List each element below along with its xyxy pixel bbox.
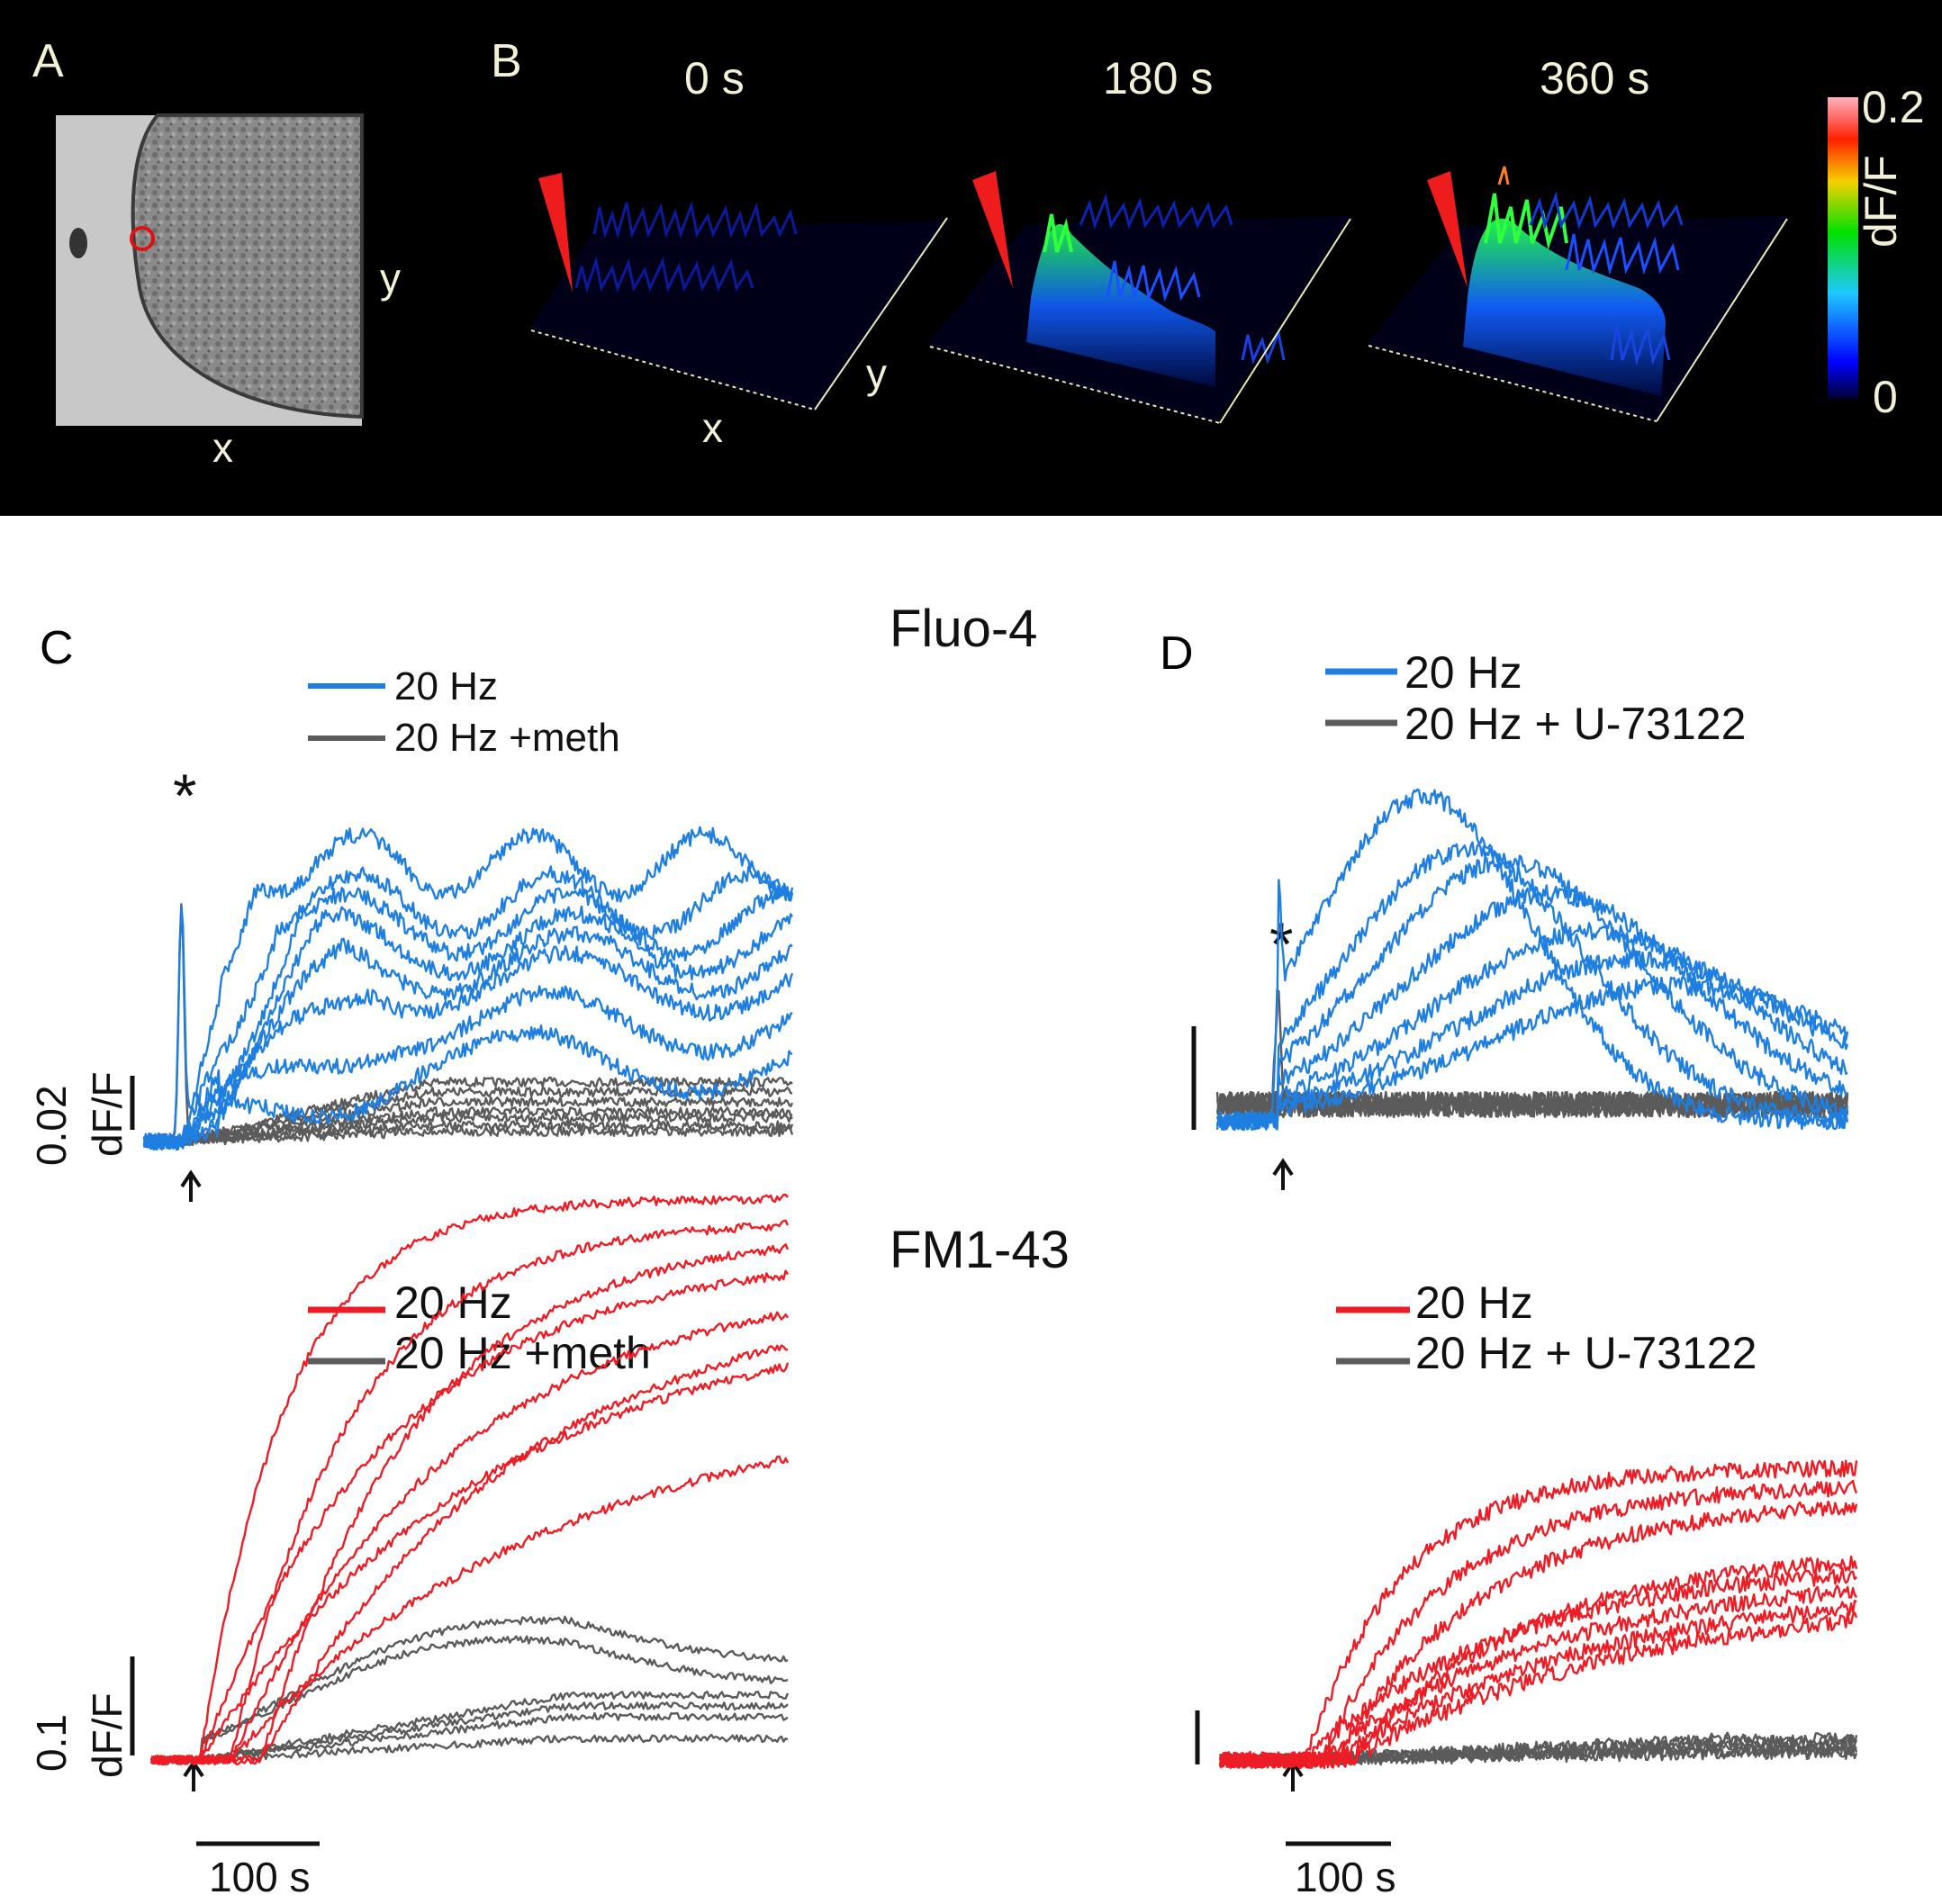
plot-d-fluo4 <box>1215 788 1849 1132</box>
trace-d-fm-20hz-5 <box>1219 1584 1857 1769</box>
colorbar-min-label: 0 <box>1873 372 1898 422</box>
panel-b-y-label: y <box>866 350 887 397</box>
scale-time-d: 100 s <box>1295 1854 1396 1900</box>
trace-c-fm-meth-4 <box>150 1711 789 1765</box>
colorbar-max-label: 0.2 <box>1862 82 1925 132</box>
pipette-marker-0s <box>538 173 573 293</box>
time-label-360: 360 s <box>1540 53 1650 104</box>
trace-c-fluo-meth-3 <box>143 1105 793 1147</box>
surface-plot-0s <box>529 173 948 411</box>
panel-letter-d: D <box>1160 627 1194 680</box>
pipette-marker-180s <box>972 171 1013 288</box>
legend-c-top-20hz: 20 Hz <box>394 664 498 708</box>
panel-letter-b: B <box>491 35 522 87</box>
panel-letter-c: C <box>40 622 74 674</box>
trace-c-fm-meth-3 <box>150 1701 789 1764</box>
surface-plot-360s <box>1367 166 1788 422</box>
panel-a-x-label: x <box>212 424 233 471</box>
trace-c-fm-20hz-3 <box>149 1269 790 1765</box>
trace-d-fluo-u73122-5 <box>1215 1090 1849 1118</box>
trace-c-fm-20hz-4 <box>150 1311 789 1765</box>
trace-c-fluo-20hz-6 <box>143 985 793 1151</box>
trace-d-fluo-20hz-2 <box>1216 853 1849 1132</box>
trace-d-fluo-20hz-0 <box>1215 788 1849 1132</box>
time-label-180: 180 s <box>1103 53 1214 104</box>
trace-c-fluo-20hz-3 <box>142 905 794 1150</box>
colorbar <box>1828 97 1858 399</box>
cell-body <box>131 113 364 420</box>
trace-c-fm-20hz-2 <box>149 1243 790 1766</box>
trace-d-fluo-20hz-5 <box>1215 950 1849 1132</box>
legend-d-top-u73122: 20 Hz + U-73122 <box>1405 699 1747 749</box>
plot-c-fluo4 <box>142 826 794 1151</box>
dye-label-fm143: FM1-43 <box>890 1221 1070 1279</box>
legend-d-top-20hz: 20 Hz <box>1405 647 1522 698</box>
trace-d-fm-20hz-7 <box>1219 1611 1858 1770</box>
peak-star-c: * <box>173 762 197 830</box>
panel-b-x-label: x <box>702 404 723 451</box>
plot-d-fm143 <box>1218 1459 1858 1770</box>
trace-d-fm-20hz-1 <box>1219 1479 1858 1769</box>
trace-c-fluo-20hz-5 <box>143 944 794 1151</box>
trace-c-fluo-meth-0 <box>142 903 793 1147</box>
trace-d-fluo-20hz-6 <box>1217 976 1849 1132</box>
pipette-marker-360s <box>1427 171 1468 288</box>
trace-c-fm-meth-1 <box>149 1635 789 1764</box>
trace-d-fluo-20hz-3 <box>1215 884 1848 1131</box>
roi-circle <box>130 226 155 251</box>
trace-c-fluo-20hz-1 <box>142 865 794 1150</box>
stimulus-arrow-d-top <box>1272 1158 1294 1190</box>
panel-letter-a: A <box>32 35 64 87</box>
trace-c-fm-20hz-0 <box>149 1193 789 1765</box>
dye-label-fluo4: Fluo-4 <box>890 600 1038 658</box>
trace-c-fluo-20hz-0 <box>142 826 794 1151</box>
trace-c-fluo-20hz-7 <box>142 1024 793 1151</box>
trace-c-fluo-meth-4 <box>143 1112 793 1146</box>
scale-time-c: 100 s <box>209 1854 311 1900</box>
stimulus-arrow-c-top <box>180 1169 202 1202</box>
legend-d-bottom-20hz: 20 Hz <box>1415 1277 1533 1328</box>
trace-d-fm-20hz-0 <box>1218 1459 1858 1770</box>
trace-d-fm-20hz-4 <box>1219 1566 1857 1769</box>
panel-a-y-label: y <box>380 255 401 302</box>
plot-c-fm143 <box>149 1193 790 1766</box>
legend-c-top-meth: 20 Hz +meth <box>394 716 620 760</box>
time-label-0: 0 s <box>684 53 745 104</box>
trace-d-fluo-20hz-1 <box>1215 841 1849 1132</box>
legend-d-bottom-u73122: 20 Hz + U-73122 <box>1415 1328 1757 1378</box>
trace-c-fm-20hz-5 <box>150 1344 789 1766</box>
trace-c-fluo-meth-6 <box>142 1125 794 1148</box>
trace-c-fm-meth-5 <box>149 1733 789 1764</box>
legend-c-bottom-meth: 20 Hz +meth <box>394 1328 651 1378</box>
trace-c-fm-20hz-1 <box>149 1219 790 1765</box>
pipette-tip <box>69 228 87 258</box>
trace-c-fm-20hz-7 <box>150 1455 790 1765</box>
stimulus-arrow-c-bottom <box>183 1759 204 1791</box>
trace-c-fm-20hz-6 <box>150 1362 790 1766</box>
trace-c-fluo-20hz-2 <box>142 885 794 1151</box>
surface-plot-180s <box>927 171 1351 424</box>
